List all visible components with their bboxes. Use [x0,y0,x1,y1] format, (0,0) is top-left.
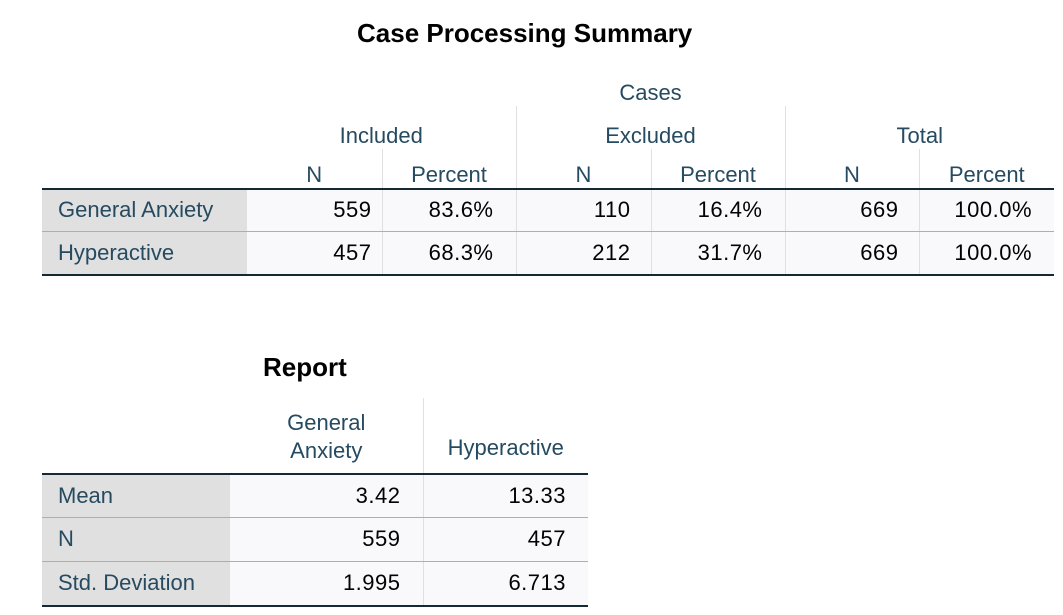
table-cell: 457 [247,231,382,276]
table-cell: 457 [422,517,588,562]
table-cell: 83.6% [381,188,516,232]
subheader-percent: Percent [918,149,1055,189]
table-cell: 16.4% [650,188,785,232]
table-cell: 1.995 [230,561,423,607]
row-label: Std. Deviation [42,561,230,607]
group-header-excluded: Excluded [515,106,785,149]
table-cell: 68.3% [381,231,516,276]
cases-header-row: Cases [42,66,1054,106]
row-label: Hyperactive [42,231,247,276]
table-cell: 100.0% [918,188,1055,232]
table-cell: 6.713 [422,561,588,607]
table-row: Hyperactive 457 68.3% 212 31.7% 669 100.… [42,231,1055,276]
row-label: Mean [42,473,230,518]
table-cell: 559 [230,517,423,562]
cases-header: Cases [619,80,682,105]
corner-cell [42,398,230,474]
table-cell: 669 [784,188,919,232]
case-processing-summary-table: Cases Included Excluded Total N Percent … [42,66,1055,276]
table-cell: 100.0% [918,231,1055,276]
group-header-row: Included Excluded Total [42,106,1055,149]
corner-cell [42,66,247,106]
subheader-n: N [306,162,323,187]
subheader-row: N Percent N Percent N Percent [42,149,1055,189]
report-table: General Anxiety Hyperactive Mean 3.42 13… [42,398,588,607]
group-header-total: Total [784,106,1055,149]
table-cell: 31.7% [650,231,785,276]
subheader-percent: Percent [650,149,785,189]
table-row: General Anxiety 559 83.6% 110 16.4% 669 … [42,188,1055,232]
report-title: Report [263,352,347,382]
subheader-n: N [784,149,919,189]
table-row: N 559 457 [42,517,588,562]
row-label: N [42,517,230,562]
group-header-included: Included [339,123,423,148]
table-row: Mean 3.42 13.33 [42,473,588,518]
table-cell: 13.33 [422,473,588,518]
corner-cell [42,106,247,149]
subheader-n: N [515,149,651,189]
table-cell: 3.42 [230,473,423,518]
case-processing-summary-title: Case Processing Summary [357,18,693,48]
corner-cell [42,149,247,189]
subheader-percent: Percent [381,149,516,189]
column-header-general-anxiety: General Anxiety [287,410,366,463]
table-cell: 110 [515,188,651,232]
row-label: General Anxiety [42,188,247,232]
table-cell: 559 [247,188,382,232]
table-cell: 212 [515,231,651,276]
report-header-row: General Anxiety Hyperactive [42,398,588,474]
column-header-hyperactive: Hyperactive [422,398,588,474]
table-row: Std. Deviation 1.995 6.713 [42,561,588,607]
table-cell: 669 [784,231,919,276]
